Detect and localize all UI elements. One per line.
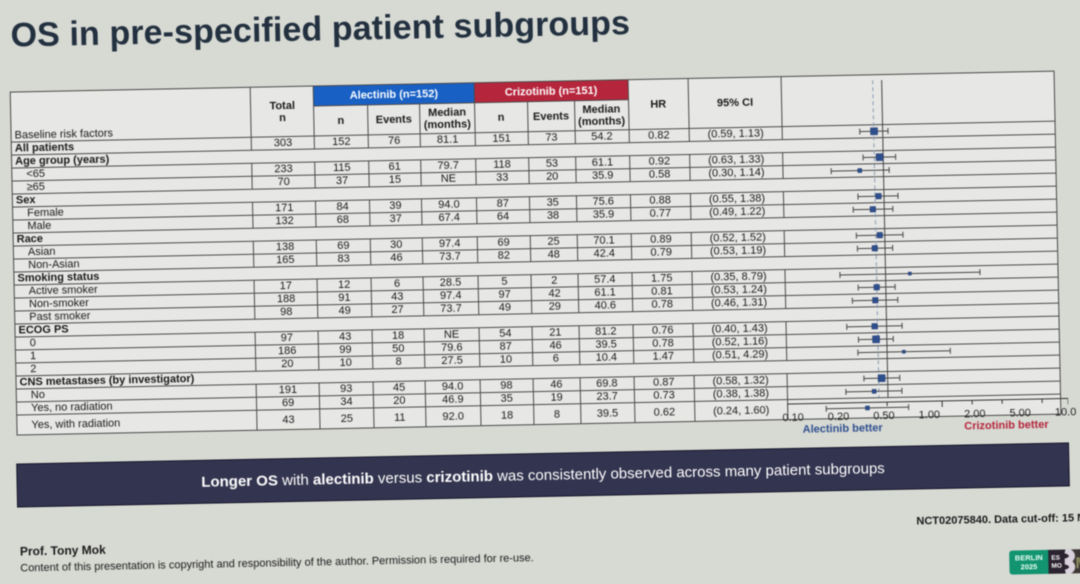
svg-text:M: M (1075, 555, 1080, 572)
svg-text:ES: ES (1051, 555, 1060, 562)
svg-text:MO: MO (1051, 563, 1062, 570)
